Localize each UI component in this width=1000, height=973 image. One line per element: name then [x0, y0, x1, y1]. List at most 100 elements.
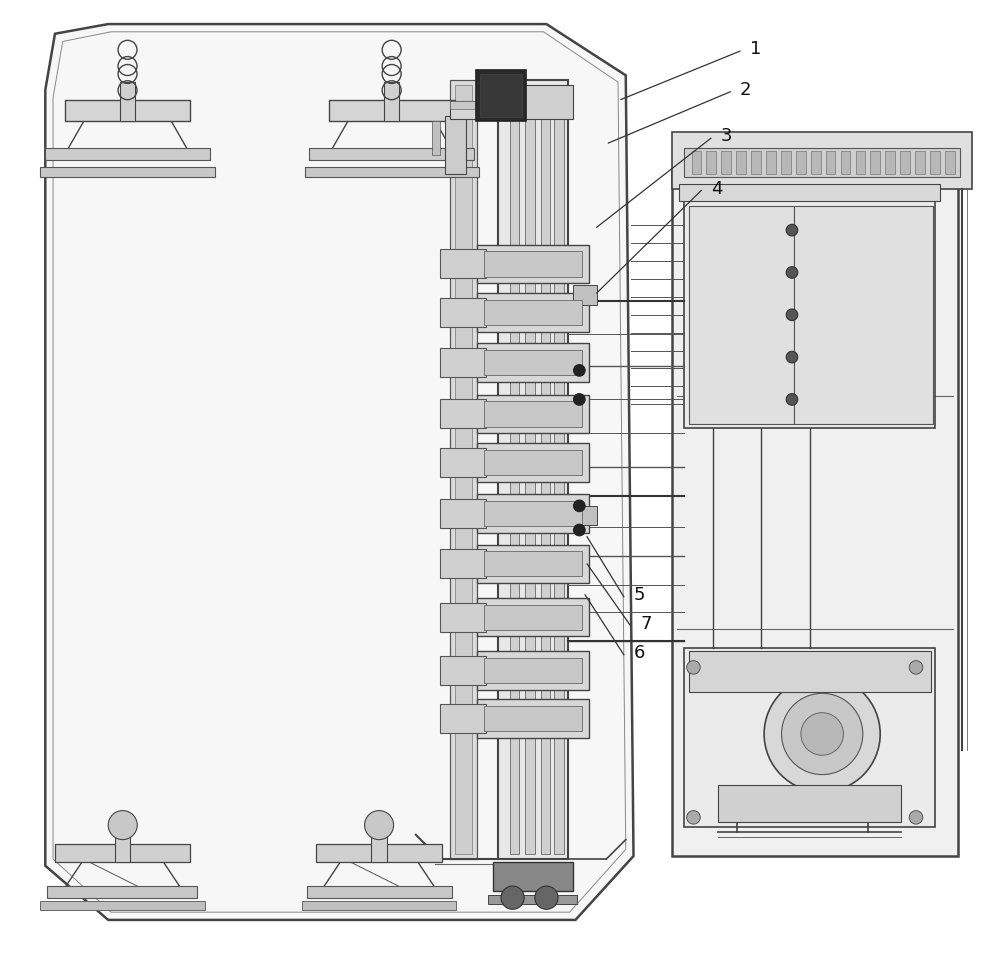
Circle shape: [574, 500, 585, 512]
Text: 3: 3: [721, 127, 732, 145]
Text: 4: 4: [711, 180, 722, 198]
Bar: [856, 151, 865, 174]
Bar: [484, 552, 582, 576]
Bar: [930, 151, 940, 174]
Bar: [706, 151, 716, 174]
Bar: [781, 151, 791, 174]
Bar: [440, 249, 486, 278]
Bar: [45, 148, 210, 160]
Bar: [440, 298, 486, 327]
Bar: [736, 151, 746, 174]
Bar: [493, 85, 573, 119]
Polygon shape: [45, 24, 634, 919]
Circle shape: [574, 365, 585, 377]
Bar: [440, 704, 486, 734]
Bar: [841, 151, 850, 174]
Circle shape: [786, 309, 798, 320]
Bar: [440, 602, 486, 631]
Text: 1: 1: [750, 40, 761, 58]
Bar: [455, 85, 472, 854]
Circle shape: [108, 811, 137, 840]
Circle shape: [909, 811, 923, 824]
Bar: [65, 99, 190, 121]
Bar: [440, 448, 486, 477]
Bar: [573, 285, 597, 305]
Bar: [484, 706, 582, 732]
Bar: [484, 300, 582, 325]
Bar: [40, 901, 205, 910]
Circle shape: [574, 524, 585, 536]
Bar: [493, 862, 573, 891]
Bar: [302, 901, 456, 910]
Bar: [672, 132, 972, 189]
Text: 7: 7: [640, 615, 652, 632]
Bar: [721, 151, 731, 174]
Circle shape: [786, 394, 798, 405]
Bar: [488, 895, 577, 905]
Circle shape: [909, 661, 923, 674]
Bar: [900, 151, 910, 174]
Bar: [885, 151, 895, 174]
Bar: [55, 845, 190, 862]
Bar: [672, 169, 958, 856]
Bar: [811, 151, 821, 174]
Bar: [684, 648, 935, 827]
Circle shape: [786, 267, 798, 278]
Bar: [477, 700, 589, 739]
Bar: [525, 85, 535, 854]
Bar: [476, 70, 526, 121]
Bar: [307, 886, 452, 898]
Circle shape: [501, 886, 524, 910]
Bar: [484, 251, 582, 276]
Bar: [796, 151, 806, 174]
Bar: [40, 167, 215, 177]
Bar: [794, 206, 933, 423]
Bar: [751, 151, 761, 174]
Bar: [440, 656, 486, 685]
Bar: [477, 443, 589, 482]
Bar: [915, 151, 925, 174]
Circle shape: [687, 811, 700, 824]
Bar: [477, 343, 589, 382]
Bar: [689, 651, 931, 692]
Bar: [684, 201, 935, 428]
Bar: [484, 350, 582, 376]
Circle shape: [786, 225, 798, 235]
Circle shape: [786, 351, 798, 363]
Bar: [440, 348, 486, 378]
Bar: [498, 80, 568, 859]
Bar: [484, 658, 582, 683]
Circle shape: [801, 712, 843, 755]
Bar: [371, 828, 387, 862]
Bar: [484, 501, 582, 526]
Bar: [510, 85, 519, 854]
Bar: [450, 101, 498, 119]
Bar: [477, 651, 589, 690]
Circle shape: [574, 394, 585, 405]
Bar: [47, 886, 197, 898]
Bar: [450, 101, 498, 109]
Bar: [870, 151, 880, 174]
Bar: [450, 80, 477, 859]
Text: 2: 2: [740, 81, 751, 99]
Text: 6: 6: [634, 644, 645, 662]
Circle shape: [535, 886, 558, 910]
Bar: [480, 74, 522, 117]
Bar: [477, 597, 589, 636]
Bar: [477, 244, 589, 283]
Bar: [329, 99, 455, 121]
Bar: [120, 82, 135, 121]
Bar: [541, 85, 550, 854]
Bar: [484, 604, 582, 630]
Circle shape: [782, 694, 863, 775]
Bar: [440, 499, 486, 528]
Bar: [679, 184, 940, 201]
Bar: [718, 785, 901, 822]
Bar: [316, 845, 442, 862]
Circle shape: [365, 811, 394, 840]
Bar: [826, 151, 835, 174]
Bar: [484, 450, 582, 475]
Bar: [484, 402, 582, 426]
Bar: [477, 395, 589, 433]
Bar: [945, 151, 955, 174]
